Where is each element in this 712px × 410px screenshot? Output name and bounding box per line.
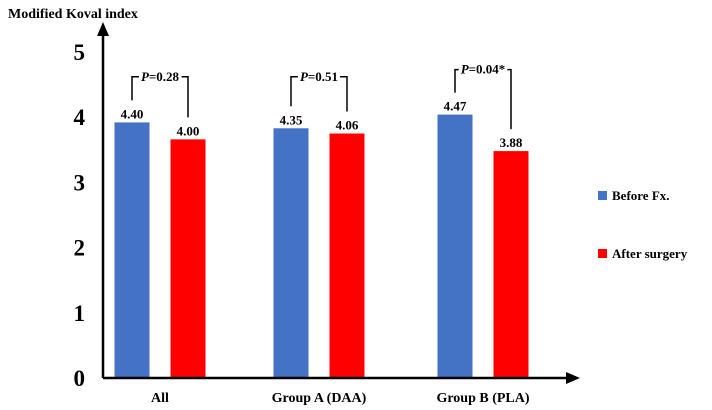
bar-value-label: 4.00 [177, 123, 200, 138]
bar-value-label: 4.06 [336, 118, 359, 133]
bar-before-0 [114, 122, 150, 378]
bar-after-2 [493, 151, 529, 378]
bars: 4.40 4.35 4.47 4.00 4.06 3.88 [114, 99, 529, 378]
y-axis-label: Modified Koval index [8, 7, 138, 22]
p-value-label: P=0.51 [300, 69, 338, 84]
bar-value-label: 4.35 [280, 112, 303, 127]
y-tick-label: 1 [74, 301, 86, 326]
bar-value-label: 4.47 [444, 99, 467, 114]
legend-label: After surgery [612, 246, 688, 261]
x-tick-labels: All Group A (DAA) Group B (PLA) [151, 391, 530, 406]
bar-after-0 [170, 139, 206, 378]
y-tick-label: 5 [74, 40, 86, 65]
x-tick-label: Group B (PLA) [436, 391, 529, 406]
legend: Before Fx. After surgery [598, 188, 688, 261]
y-tick-label: 2 [74, 236, 86, 261]
y-tick-label: 0 [74, 366, 86, 391]
legend-swatch [598, 249, 607, 258]
p-value-brackets: P=0.28 P=0.51 P=0.04* [131, 61, 512, 130]
y-tick-label: 4 [74, 105, 86, 130]
x-tick-label: All [151, 391, 169, 406]
y-ticks: 0 1 2 3 4 5 [74, 40, 86, 391]
p-value-label: P=0.28 [141, 69, 180, 84]
y-tick-label: 3 [74, 170, 86, 195]
p-value-label: P=0.04* [461, 62, 506, 77]
legend-swatch [598, 191, 607, 200]
legend-label: Before Fx. [612, 188, 670, 203]
x-tick-label: Group A (DAA) [272, 391, 367, 406]
bar-value-label: 4.40 [121, 106, 144, 121]
bar-value-label: 3.88 [500, 135, 523, 150]
bar-after-1 [329, 133, 365, 378]
x-axis-arrow [566, 372, 580, 384]
y-axis-arrow [97, 22, 109, 36]
bar-before-2 [437, 114, 473, 378]
bar-before-1 [273, 128, 309, 378]
